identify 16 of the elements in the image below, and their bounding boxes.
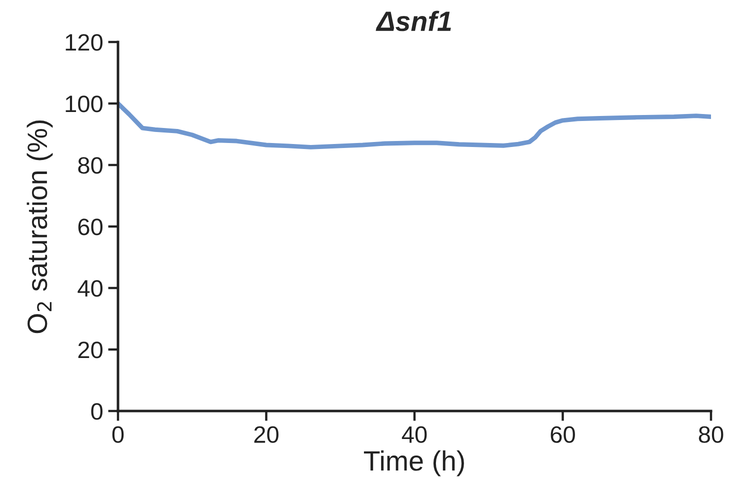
y-tick-label: 20 (78, 342, 102, 358)
x-axis-title: Time (h) (364, 450, 464, 476)
y-axis-title: O$_{2}$ saturation (%) (26, 120, 53, 334)
line-series (118, 101, 711, 150)
y-tick-label: 40 (78, 280, 102, 297)
x-tick-label: 60 (550, 426, 575, 443)
x-tick-label: 0 (112, 426, 124, 443)
y-tick-label: 100 (66, 96, 102, 112)
x-tick-label: 40 (402, 426, 427, 443)
chart-title: Δsnf1 (376, 10, 451, 32)
y-tick-label: 120 (66, 34, 102, 51)
y-tick-label: 80 (78, 157, 102, 174)
x-tick-label: 80 (698, 426, 724, 443)
x-tick-label: 20 (254, 426, 278, 443)
y-tick-label: 0 (91, 403, 102, 420)
y-tick-label: 60 (78, 218, 102, 236)
